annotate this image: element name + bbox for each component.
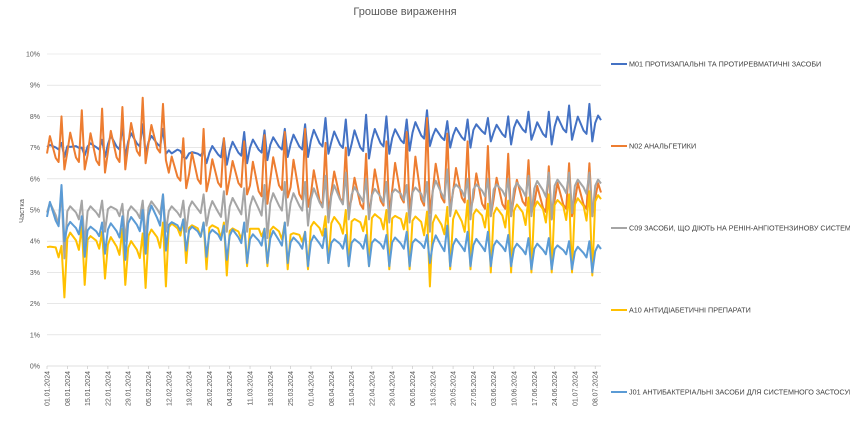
x-tick-label: 01.01.2024 bbox=[45, 371, 52, 406]
x-tick-label: 25.03.2024 bbox=[288, 371, 295, 406]
x-tick-label: 01.04.2024 bbox=[308, 371, 315, 406]
x-tick-label: 29.01.2024 bbox=[126, 371, 133, 406]
x-tick-label: 03.06.2024 bbox=[491, 371, 498, 406]
legend-entry: M01 ПРОТИЗАПАЛЬНІ ТА ПРОТИРЕВМАТИЧНІ ЗАС… bbox=[629, 60, 821, 69]
y-tick-label: 9% bbox=[30, 83, 40, 90]
legend-entry: N02 АНАЛЬГЕТИКИ bbox=[629, 142, 696, 151]
x-tick-label: 26.02.2024 bbox=[207, 371, 214, 406]
y-tick-label: 4% bbox=[30, 239, 40, 246]
x-tick-label: 20.05.2024 bbox=[451, 371, 458, 406]
legend-entry: C09 ЗАСОБИ, ЩО ДІЮТЬ НА РЕНІН-АНГІОТЕНЗИ… bbox=[629, 224, 850, 233]
x-tick-labels: 01.01.2024 08.01.2024 15.01.2024 22.01.2024… bbox=[45, 366, 600, 406]
y-tick-label: 1% bbox=[30, 332, 40, 339]
x-tick-label: 08.07.2024 bbox=[593, 371, 600, 406]
x-tick-label: 15.01.2024 bbox=[85, 371, 92, 406]
series-line-3 bbox=[46, 168, 602, 260]
x-tick-label: 15.04.2024 bbox=[349, 371, 356, 406]
x-tick-label: 05.02.2024 bbox=[146, 371, 153, 406]
y-tick-label: 10% bbox=[26, 52, 40, 59]
series-line-2 bbox=[46, 96, 602, 221]
x-tick-label: 17.06.2024 bbox=[532, 371, 539, 406]
x-tick-label: 19.02.2024 bbox=[187, 371, 194, 406]
x-tick-label: 22.01.2024 bbox=[105, 371, 112, 406]
x-tick-label: 08.04.2024 bbox=[329, 371, 336, 406]
x-tick-label: 01.07.2024 bbox=[572, 371, 579, 406]
x-tick-label: 18.03.2024 bbox=[268, 371, 275, 406]
y-tick-label: 6% bbox=[30, 176, 40, 183]
y-tick-labels: 0% 1% 2% 3% 4% 5% 6% 7% 8% 9% 10% bbox=[26, 52, 40, 371]
y-tick-label: 7% bbox=[30, 145, 40, 152]
y-tick-label: 2% bbox=[30, 301, 40, 308]
x-tick-label: 10.06.2024 bbox=[511, 371, 518, 406]
x-tick-label: 27.05.2024 bbox=[471, 371, 478, 406]
series-line-4 bbox=[46, 190, 602, 299]
series-lines bbox=[46, 96, 602, 299]
x-tick-label: 29.04.2024 bbox=[390, 371, 397, 406]
x-tick-label: 06.05.2024 bbox=[410, 371, 417, 406]
x-tick-label: 08.01.2024 bbox=[65, 371, 72, 406]
y-tick-label: 3% bbox=[30, 270, 40, 277]
y-tick-label: 0% bbox=[30, 364, 40, 371]
x-tick-label: 22.04.2024 bbox=[369, 371, 376, 406]
y-tick-label: 8% bbox=[30, 114, 40, 121]
x-tick-label: 11.03.2024 bbox=[248, 371, 255, 406]
y-tick-label: 5% bbox=[30, 208, 40, 215]
y-axis-label: Частка bbox=[17, 198, 26, 223]
legend-entry: A10 АНТИДІАБЕТИЧНІ ПРЕПАРАТИ bbox=[629, 306, 751, 315]
x-tick-label: 12.02.2024 bbox=[166, 371, 173, 406]
x-tick-label: 13.05.2024 bbox=[430, 371, 437, 406]
legend-entry: J01 АНТИБАКТЕРІАЛЬНІ ЗАСОБИ ДЛЯ СИСТЕМНО… bbox=[629, 388, 850, 397]
chart-title: Грошове вираження bbox=[353, 6, 456, 18]
series-line-5 bbox=[46, 184, 602, 274]
x-tick-label: 04.03.2024 bbox=[227, 371, 234, 406]
x-tick-label: 24.06.2024 bbox=[552, 371, 559, 406]
legend: M01 ПРОТИЗАПАЛЬНІ ТА ПРОТИРЕВМАТИЧНІ ЗАС… bbox=[611, 60, 850, 397]
